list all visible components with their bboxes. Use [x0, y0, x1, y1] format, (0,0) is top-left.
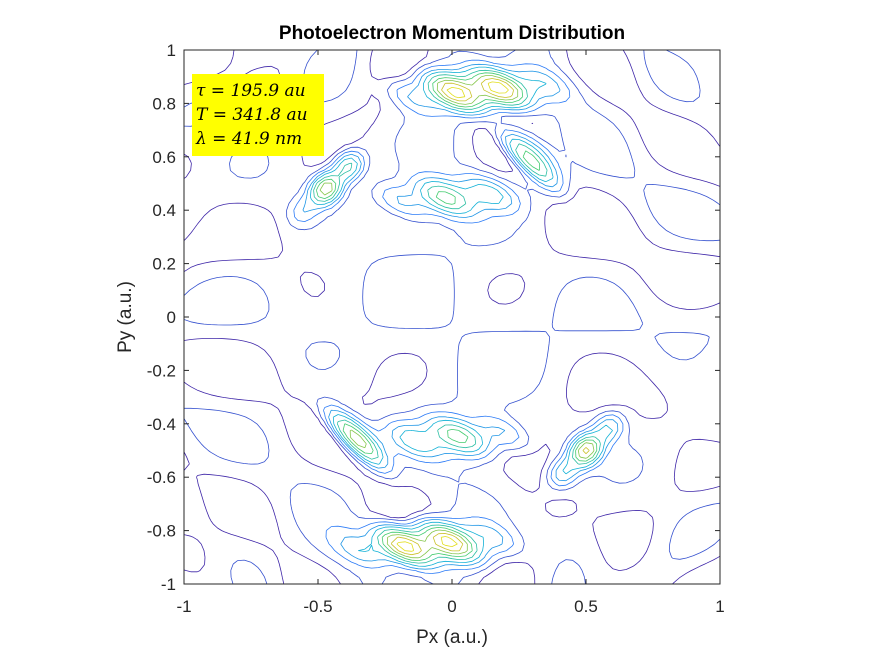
annotation-tau: τ = 195.9 au	[196, 81, 306, 101]
y-tick-label: -0.8	[147, 522, 176, 541]
contour-level-9	[396, 81, 509, 552]
y-tick-label: -0.2	[147, 361, 176, 380]
y-tick-label: 0.8	[152, 94, 176, 113]
contour-level-5	[313, 69, 601, 564]
contour-level-7	[319, 75, 595, 559]
contour-level-3	[302, 63, 619, 570]
y-tick-label: 1	[167, 41, 176, 60]
y-tick-label: 0.2	[152, 255, 176, 274]
y-tick-label: 0.6	[152, 148, 176, 167]
x-axis-label: Px (a.u.)	[416, 627, 488, 648]
x-tick-label: -1	[176, 597, 191, 616]
y-axis-label: Py (a.u.)	[115, 281, 136, 353]
annotation-wavelength: λ = 41.9 nm	[195, 129, 302, 149]
contour-level-0	[184, 50, 720, 584]
x-tick-label: 1	[715, 597, 724, 616]
contour-level-6	[316, 72, 598, 561]
contour-level-4	[310, 66, 613, 567]
y-tick-label: -0.4	[147, 415, 176, 434]
contour-level-8	[391, 78, 590, 556]
x-axis: -1 -0.5 0 0.5 1	[176, 50, 725, 616]
x-tick-label: 0.5	[574, 597, 598, 616]
y-tick-label: -0.6	[147, 468, 176, 487]
chart-title: Photoelectron Momentum Distribution	[279, 23, 625, 44]
contour-level-2	[293, 59, 624, 574]
x-tick-label: 0	[447, 597, 456, 616]
y-tick-label: 0	[167, 308, 176, 327]
y-tick-label: -1	[161, 575, 176, 594]
annotation-box	[192, 74, 324, 156]
y-tick-label: 0.4	[152, 201, 176, 220]
contour-plot	[184, 50, 720, 584]
parameter-annotation: τ = 195.9 au T = 341.8 au λ = 41.9 nm	[192, 74, 324, 156]
annotation-period: T = 341.8 au	[196, 105, 308, 125]
x-tick-label: -0.5	[303, 597, 332, 616]
y-axis: -1 -0.8 -0.6 -0.4 -0.2 0 0.2 0.4 0.6 0.8 1	[147, 41, 720, 594]
